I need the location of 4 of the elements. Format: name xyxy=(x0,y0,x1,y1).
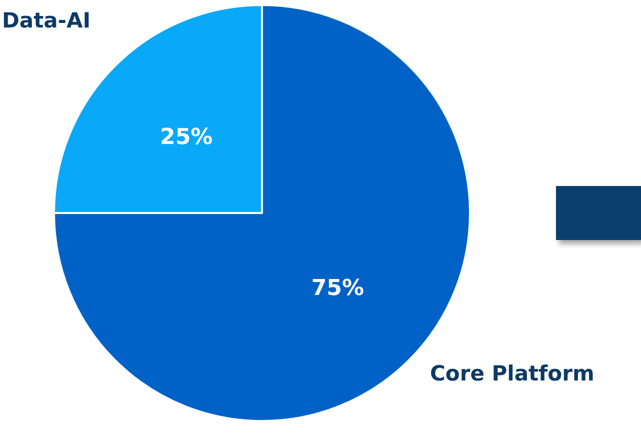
data-label: 75% xyxy=(311,276,364,302)
data-label: 25% xyxy=(160,124,213,150)
slice-label: Data-AI xyxy=(2,8,91,32)
slice-label: Core Platform xyxy=(430,362,594,386)
